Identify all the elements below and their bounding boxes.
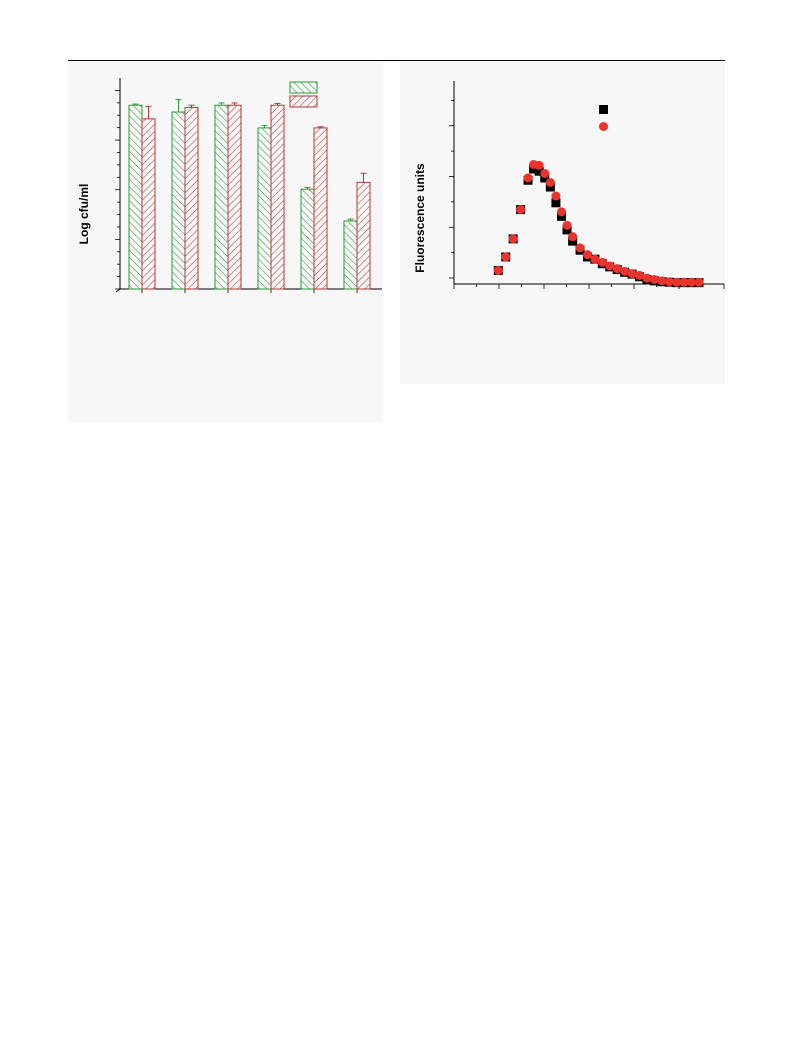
point-square-11 bbox=[556, 211, 566, 221]
legend-swatch-series-2 bbox=[289, 95, 318, 108]
point-circle-13 bbox=[568, 232, 578, 242]
bar-s2-6 bbox=[356, 181, 371, 290]
bar-s2-3 bbox=[227, 104, 242, 290]
point-circle-4 bbox=[516, 205, 526, 215]
bar-s2-5 bbox=[313, 127, 328, 290]
point-square-12 bbox=[562, 225, 572, 235]
bar-y-axis-label: Log cfu/ml bbox=[77, 184, 91, 245]
legend-marker-square bbox=[599, 105, 608, 114]
scatter-y-axis-label: Fluorescence units bbox=[413, 163, 427, 273]
point-circle-2 bbox=[501, 252, 511, 262]
point-circle-23 bbox=[642, 273, 652, 283]
point-circle-30 bbox=[694, 277, 704, 287]
point-circle-16 bbox=[590, 254, 600, 264]
point-circle-15 bbox=[583, 250, 592, 260]
point-circle-24 bbox=[649, 274, 659, 284]
header-rule bbox=[68, 60, 725, 61]
point-circle-20 bbox=[620, 266, 630, 276]
point-circle-18 bbox=[605, 261, 615, 271]
point-circle-1 bbox=[493, 265, 503, 275]
point-circle-8 bbox=[540, 168, 550, 178]
scatter-legend bbox=[599, 105, 608, 131]
point-circle-22 bbox=[635, 270, 645, 280]
legend-swatch-series-1 bbox=[289, 81, 318, 94]
point-circle-14 bbox=[575, 243, 585, 253]
point-circle-26 bbox=[664, 277, 674, 287]
point-square-6 bbox=[529, 164, 539, 174]
scatter-chart: Fluorescence units bbox=[413, 81, 725, 289]
legend-marker-circle bbox=[599, 122, 608, 131]
point-circle-27 bbox=[672, 277, 682, 287]
bar-chart: Log cfu/ml bbox=[77, 78, 382, 293]
bar-chart-panel: Log cfu/ml bbox=[68, 62, 383, 422]
point-circle-5 bbox=[523, 173, 533, 183]
point-circle-11 bbox=[556, 207, 566, 217]
point-circle-12 bbox=[562, 220, 572, 230]
point-square-13 bbox=[568, 236, 578, 246]
scatter-marks bbox=[493, 159, 704, 288]
bar-s1-1 bbox=[128, 104, 143, 290]
bar-axis-corner-tick bbox=[115, 288, 121, 293]
point-circle-25 bbox=[657, 276, 667, 286]
point-circle-29 bbox=[687, 277, 697, 287]
point-circle-10 bbox=[551, 191, 561, 201]
point-circle-17 bbox=[597, 257, 607, 267]
point-circle-9 bbox=[545, 178, 555, 187]
bar-s1-5 bbox=[300, 188, 315, 290]
bar-s1-3 bbox=[214, 104, 229, 290]
bar-axes bbox=[115, 78, 382, 293]
point-circle-7 bbox=[534, 160, 544, 170]
bar-s2-2 bbox=[184, 106, 199, 290]
bar-s2-4 bbox=[270, 104, 285, 290]
bar-s2-1 bbox=[141, 118, 156, 290]
point-circle-21 bbox=[627, 269, 637, 279]
point-circle-19 bbox=[612, 264, 622, 274]
point-circle-3 bbox=[508, 234, 518, 244]
bar-s1-2 bbox=[171, 111, 186, 290]
point-square-10 bbox=[551, 198, 561, 208]
bar-s1-6 bbox=[343, 220, 358, 290]
bar-legend bbox=[289, 81, 318, 108]
bar-marks bbox=[128, 99, 371, 290]
scatter-chart-panel: Fluorescence units bbox=[400, 62, 725, 384]
point-square-9 bbox=[545, 182, 555, 192]
point-circle-28 bbox=[679, 277, 689, 287]
bar-s1-4 bbox=[257, 127, 272, 290]
point-square-7 bbox=[534, 166, 544, 176]
point-square-8 bbox=[540, 173, 550, 183]
